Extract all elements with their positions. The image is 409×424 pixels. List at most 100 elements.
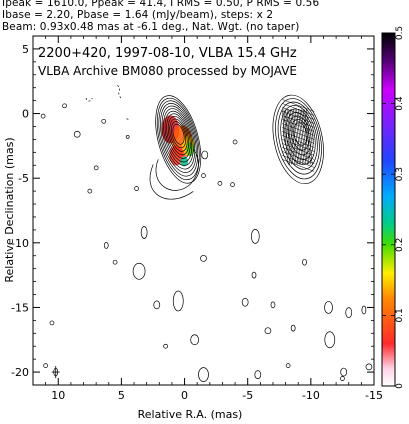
inset-contour-line (280, 105, 318, 170)
contour-layer (40, 84, 373, 383)
noise-contour (153, 300, 161, 310)
colorbar-tick-label: 0.1 (395, 308, 405, 322)
hatch-line (282, 155, 315, 168)
noise-contour (190, 334, 200, 346)
noise-contour (62, 103, 67, 109)
hatch-line (282, 159, 315, 172)
y-axis-label: Relative Declination (mas) (3, 137, 16, 282)
noise-contour (132, 262, 146, 280)
contour-line (160, 103, 197, 173)
noise-contour (49, 320, 55, 326)
contour-line (169, 118, 188, 152)
x-axis-label: Relative R.A. (mas) (138, 408, 243, 421)
beam-ellipse (53, 367, 59, 377)
x-tick-label: 10 (51, 389, 65, 402)
colorbar-tick-label: 0.4 (395, 96, 405, 111)
contour-line (155, 95, 202, 184)
contour-line (170, 121, 187, 149)
hatch-line (281, 109, 289, 165)
hatch-line (282, 99, 315, 112)
noise-contour (324, 301, 333, 314)
noise-contour (112, 259, 118, 265)
contour-line (164, 110, 193, 163)
hatch-line (294, 109, 302, 165)
map-title-line-2: VLBA Archive BM080 processed by MOJAVE (38, 64, 297, 78)
contour-line (161, 105, 196, 170)
contour-line (163, 108, 194, 166)
noise-contour (230, 182, 235, 187)
hatch-line (302, 109, 310, 165)
hatch-line (301, 109, 308, 165)
noise-contour (365, 363, 373, 371)
hatch-line (291, 109, 299, 165)
hatch-line (282, 147, 315, 160)
noise-contour (101, 118, 107, 124)
y-tick-label: 5 (22, 43, 29, 56)
contour-line (155, 149, 199, 191)
noise-contour (250, 229, 260, 244)
header-line-3: Beam: 0.93x0.48 mas at -6.1 deg., Nat. W… (2, 21, 300, 33)
noise-contour (201, 150, 209, 160)
hatch-line (305, 109, 313, 165)
noise-contour (254, 370, 262, 380)
y-tick-label: 0 (22, 108, 29, 121)
noise-contour (134, 186, 139, 191)
y-tick-label: -20 (11, 366, 29, 379)
noise-contour (285, 363, 291, 368)
inset-contour-line (275, 98, 322, 180)
x-tick-label: -10 (302, 389, 320, 402)
header-line-2: Ibase = 2.20, Pbase = 1.64 (mJy/beam), s… (2, 9, 274, 21)
hatch-line (304, 109, 311, 165)
inset-contour-line (288, 115, 312, 156)
noise-contour (93, 165, 99, 171)
colorbar-tick-label: 0.2 (395, 238, 405, 252)
polarization-patch (180, 156, 189, 167)
noise-contour (290, 324, 296, 332)
inset-contour-line (282, 108, 316, 165)
hatch-line (282, 143, 315, 156)
contour-line (149, 164, 194, 200)
hatch-line (282, 115, 315, 128)
noise-contour (361, 305, 367, 315)
colorbar-tick-label: 0.5 (395, 26, 405, 40)
inset-hatch (281, 99, 315, 172)
noise-contour (103, 242, 109, 249)
y-tick-label: -15 (11, 301, 29, 314)
negative-contour (126, 118, 130, 121)
hatch-line (288, 109, 295, 165)
noise-contour (217, 181, 223, 186)
noise-contour (340, 367, 348, 377)
hatch-line (289, 109, 297, 165)
y-tick-label: -5 (18, 172, 29, 185)
noise-contour (87, 188, 93, 194)
noise-contour (198, 367, 209, 383)
hatch-line (285, 109, 292, 165)
contour-line (166, 113, 191, 159)
noise-contour (251, 271, 257, 279)
noise-contour (125, 134, 130, 139)
noise-contour (241, 297, 249, 307)
negative-contour (85, 97, 93, 102)
noise-contour (270, 301, 276, 309)
y-tick-label: -10 (11, 237, 29, 250)
contour-line (172, 123, 185, 145)
noise-contour (200, 254, 207, 262)
colorbar-tick-label: 0.3 (395, 167, 405, 181)
noise-contour (340, 376, 345, 381)
inset-contour-line (272, 94, 324, 185)
x-tick-label: -15 (365, 389, 383, 402)
noise-contour (172, 290, 184, 312)
plot-area (40, 84, 373, 383)
axis-ticks: 10 5 0 -5 -10 -15 5 0 -5 -10 -15 -20 (11, 35, 383, 402)
x-tick-label: 5 (118, 389, 125, 402)
x-tick-label: 0 (181, 389, 188, 402)
noise-contour (324, 331, 336, 349)
contour-line (158, 100, 199, 177)
hatch-line (282, 135, 315, 148)
hatch-line (296, 109, 303, 165)
noise-contour (345, 307, 353, 318)
hatch-line (299, 109, 307, 165)
negative-contour (117, 84, 121, 99)
noise-contour (201, 173, 206, 178)
